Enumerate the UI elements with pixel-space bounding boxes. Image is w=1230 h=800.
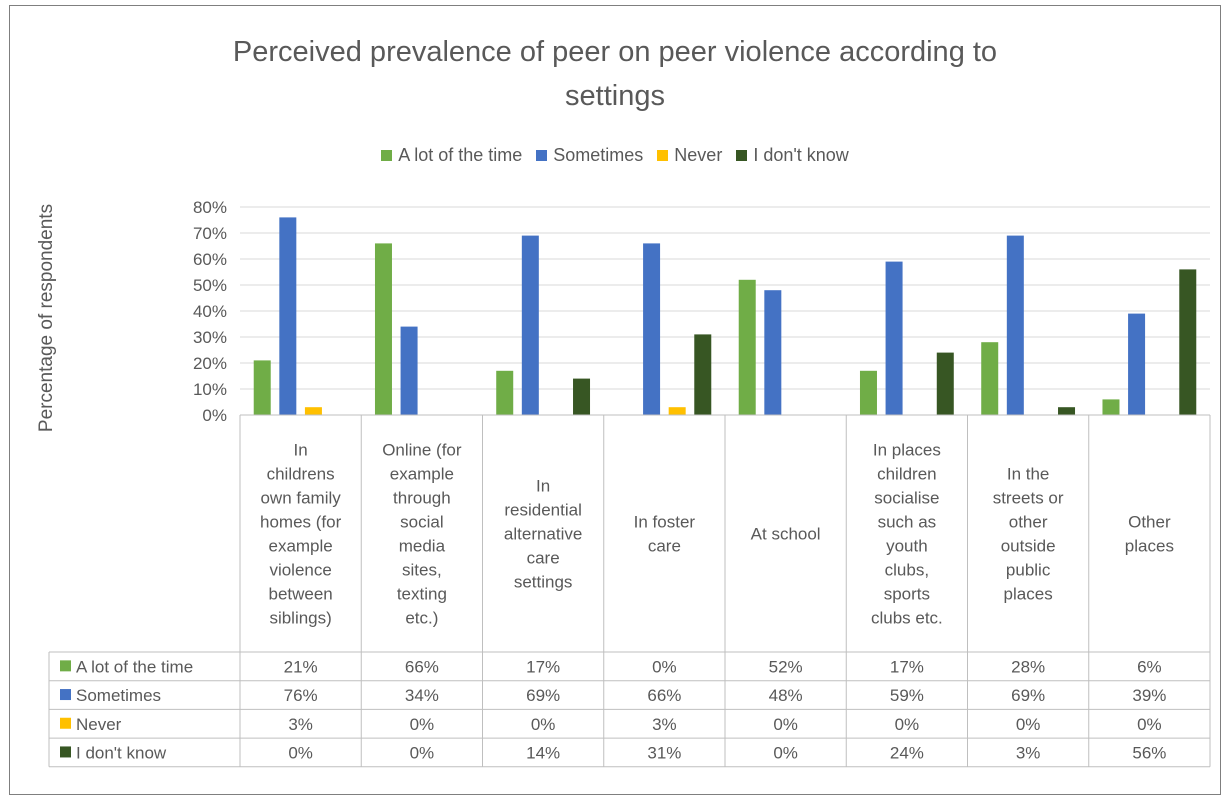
legend: A lot of the time Sometimes Never I don't k… [0,145,1230,166]
bar-sometimes [1006,235,1024,415]
y-tick-label: 70% [193,224,227,243]
bar-i-don-t-know [694,334,712,415]
y-tick-label: 10% [193,380,227,399]
x-category-label: In foster care [634,513,696,556]
table-cell-value: 48% [769,686,803,705]
table-cell-value: 6% [1137,657,1162,676]
table-cell-value: 0% [410,743,435,762]
bar-sometimes [1128,313,1146,415]
bar-never [668,407,686,415]
bar-sometimes [279,217,297,415]
table-cell-value: 3% [1016,743,1041,762]
table-cell-value: 14% [526,743,560,762]
table-cell-value: 0% [410,715,435,734]
table-cell-value: 17% [890,657,924,676]
table-legend-key [60,660,71,672]
bar-a-lot-of-the-time [981,342,999,415]
y-tick-label: 20% [193,354,227,373]
table-series-label: Never [76,715,122,734]
bar-sometimes [643,243,661,415]
table-cell-value: 0% [531,715,556,734]
table-cell-value: 56% [1132,743,1166,762]
bar-sometimes [521,235,539,415]
table-cell-value: 0% [773,715,798,734]
bar-a-lot-of-the-time [374,243,392,415]
y-tick-label: 30% [193,328,227,347]
bar-never [304,407,322,415]
x-category-label: In residential alternative care settings [504,477,582,592]
legend-label: Never [674,145,723,165]
bar-i-don-t-know [936,352,954,415]
table-cell-value: 52% [769,657,803,676]
bar-a-lot-of-the-time [253,360,271,415]
bar-a-lot-of-the-time [1102,399,1120,415]
table-legend-key [60,746,71,758]
x-category-label: At school [751,525,821,544]
table-cell-value: 69% [526,686,560,705]
legend-swatch [736,150,748,161]
table-cell-value: 0% [652,657,677,676]
y-tick-label: 60% [193,250,227,269]
bar-i-don-t-know [1058,407,1076,415]
table-legend-key [60,689,71,701]
chart-title: Perceived prevalence of peer on peer vio… [232,36,998,112]
table-cell-value: 0% [773,743,798,762]
table-cell-value: 17% [526,657,560,676]
table-series-label: Sometimes [76,686,161,705]
legend-label: Sometimes [553,145,644,165]
legend-item-i-don-t-know: I don't know [736,145,849,166]
table-series-label: A lot of the time [76,657,193,676]
table-cell-value: 76% [284,686,318,705]
legend-item-sometimes: Sometimes [536,145,643,166]
legend-item-a-lot-of-the-time: A lot of the time [381,145,522,166]
x-category-label: Online (for example through social media site… [382,441,462,628]
table-cell-value: 3% [288,715,313,734]
table-cell-value: 69% [1011,686,1045,705]
table-series-label: I don't know [76,743,167,762]
table-cell-value: 0% [288,743,313,762]
bar-sometimes [764,290,782,415]
table-cell-value: 31% [647,743,681,762]
x-category-label: In childrens own family homes (for example vi… [260,441,342,628]
y-tick-label: 0% [202,406,227,425]
bar-sometimes [885,261,903,415]
bar-a-lot-of-the-time [496,370,514,415]
table-cell-value: 39% [1132,686,1166,705]
bar-a-lot-of-the-time [738,279,756,415]
x-category-label: In places children socialise such as youth cl… [871,441,943,628]
legend-swatch [381,150,393,161]
table-cell-value: 21% [284,657,318,676]
bar-i-don-t-know [1179,269,1197,415]
legend-label: I don't know [753,145,849,165]
table-cell-value: 24% [890,743,924,762]
table-cell-value: 66% [405,657,439,676]
bar-i-don-t-know [573,378,591,415]
legend-item-never: Never [657,145,722,166]
table-cell-value: 0% [895,715,920,734]
legend-swatch [657,150,669,161]
y-tick-label: 80% [193,198,227,217]
y-tick-label: 40% [193,302,227,321]
bar-sometimes [400,326,418,415]
table-cell-value: 66% [647,686,681,705]
y-tick-label: 50% [193,276,227,295]
table-cell-value: 0% [1016,715,1041,734]
legend-swatch [536,150,548,161]
x-category-label: In the streets or other outside public places [993,465,1064,604]
table-cell-value: 28% [1011,657,1045,676]
table-cell-value: 34% [405,686,439,705]
table-cell-value: 0% [1137,715,1162,734]
legend-label: A lot of the time [398,145,523,165]
bar-a-lot-of-the-time [859,370,877,415]
table-cell-value: 3% [652,715,677,734]
table-legend-key [60,717,71,729]
table-cell-value: 59% [890,686,924,705]
x-category-label: Other places [1125,513,1174,556]
